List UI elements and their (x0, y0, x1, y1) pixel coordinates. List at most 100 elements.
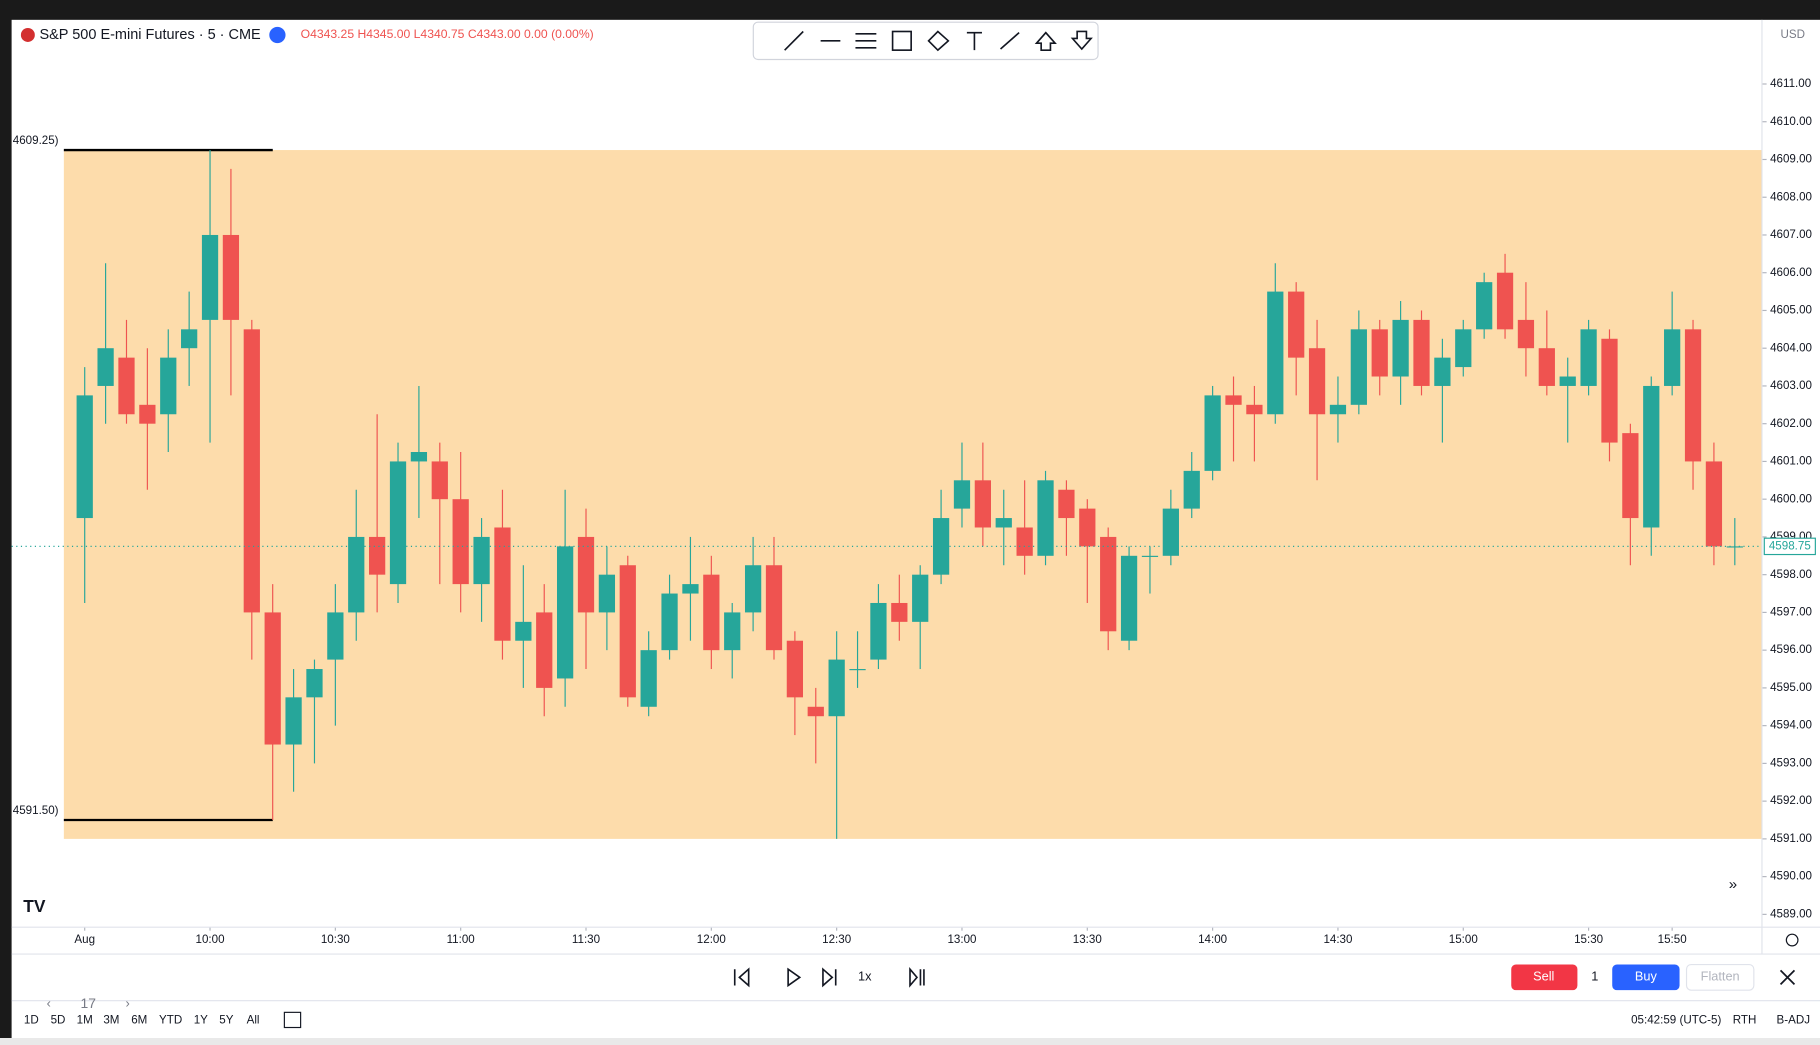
candle-body (1141, 555, 1159, 557)
candle-body (1434, 357, 1451, 386)
session[interactable]: RTH (1733, 1014, 1757, 1027)
candle-body (264, 612, 281, 745)
replay-controls[interactable] (733, 966, 925, 988)
scroll-button[interactable]: » (1729, 876, 1737, 893)
toolbar-icons (784, 30, 1093, 52)
x-tick-label: 12:00 (697, 933, 727, 946)
prev-page[interactable]: ‹ (47, 996, 51, 1011)
speed[interactable]: 1x (858, 969, 872, 984)
level-label: 4591.50) (13, 804, 59, 817)
candle-body (536, 612, 553, 688)
candle-body (1476, 282, 1493, 330)
candle-body (1079, 508, 1096, 547)
candle-body (1643, 385, 1660, 528)
range-button[interactable]: 1Y (194, 1014, 208, 1027)
replay-badge (269, 26, 286, 44)
candle-body (1392, 319, 1409, 377)
y-tick-label: 4603.00 (1770, 379, 1812, 392)
flatten-label[interactable]: Flatten (1701, 969, 1740, 984)
candle-body (724, 612, 741, 651)
candle-body (577, 536, 595, 613)
quantity[interactable]: 1 (1591, 969, 1598, 984)
plot: 4609.25) 4591.50) 4589.00 4590.00 4591.00 459… (11, 77, 1816, 946)
zone (63, 150, 1762, 839)
x-tick-label: 11:00 (447, 933, 476, 946)
last-price-tag (1763, 537, 1816, 556)
bottom-edge (0, 1038, 1820, 1045)
buy-label[interactable]: Buy (1635, 969, 1658, 984)
candle-body (1517, 319, 1535, 349)
range-button[interactable]: All (247, 1014, 260, 1027)
page-number[interactable]: 17 (80, 995, 96, 1011)
sell-label[interactable]: Sell (1533, 969, 1554, 984)
x-tick-label: 15:50 (1658, 933, 1688, 946)
candle-body (181, 329, 198, 349)
candle-body (1288, 291, 1305, 358)
range-button[interactable]: 6M (131, 1014, 147, 1027)
candle-body (912, 574, 929, 622)
candle-body (1684, 329, 1702, 462)
candle-body (619, 565, 636, 698)
candle-body (1664, 329, 1681, 386)
range-button[interactable]: 3M (103, 1014, 119, 1027)
candle-body (995, 518, 1012, 528)
candle-body (661, 593, 678, 651)
x-tick-label: 15:00 (1449, 933, 1479, 946)
candle-body (1204, 395, 1221, 471)
candle-body (327, 612, 344, 660)
candle-body (1183, 470, 1200, 509)
candle-body (1016, 527, 1033, 556)
candle-body (744, 565, 762, 613)
candle-body (1580, 329, 1597, 386)
sell-button[interactable] (1511, 964, 1578, 991)
clock: 05:42:59 (UTC-5) (1631, 1014, 1721, 1027)
y-tick-label: 4590.00 (1770, 870, 1812, 883)
candle-body (494, 527, 511, 641)
candle-body (389, 461, 407, 585)
y-tick-label: 4593.00 (1770, 756, 1812, 769)
y-tick-label: 4597.00 (1770, 605, 1812, 618)
candle-body (828, 659, 845, 717)
range-button[interactable]: 1M (77, 1014, 93, 1027)
y-tick-label: 4609.00 (1770, 153, 1812, 166)
candle-body (1267, 291, 1284, 415)
candle-body (285, 697, 302, 745)
candle-body (1455, 329, 1472, 368)
drawing-toolbar[interactable] (752, 21, 1099, 61)
range-button[interactable]: 1D (24, 1014, 39, 1027)
candle-body (243, 329, 260, 613)
logo: TV (23, 896, 46, 916)
candle-body (348, 536, 365, 613)
close-icon[interactable] (1779, 969, 1796, 985)
range-button[interactable]: 5D (51, 1014, 66, 1027)
range-button[interactable]: YTD (159, 1014, 182, 1027)
candle-body (1329, 404, 1347, 415)
candle-body (974, 480, 991, 528)
calendar-icon[interactable] (283, 1011, 302, 1029)
candle-body (849, 669, 866, 671)
buy-button[interactable] (1612, 964, 1680, 991)
settings-icon[interactable] (1785, 933, 1799, 947)
y-tick-label: 4611.00 (1770, 77, 1812, 90)
x-tick-label: 14:30 (1323, 933, 1353, 946)
y-tick-label: 4595.00 (1770, 681, 1812, 694)
candle-body (1037, 480, 1054, 556)
y-tick-label: 4606.00 (1770, 266, 1812, 279)
candle-body (160, 357, 177, 415)
x-tick-label: 15:30 (1574, 933, 1604, 946)
candle-body (1308, 348, 1326, 415)
candle-body (473, 536, 490, 585)
flatten-button[interactable] (1685, 963, 1755, 991)
adjustment[interactable]: B-ADJ (1777, 1014, 1811, 1027)
range-button[interactable]: 5Y (219, 1014, 233, 1027)
next-page[interactable]: › (126, 996, 130, 1011)
candle-body (1496, 272, 1514, 330)
candle-body (1100, 536, 1117, 632)
candle-body (201, 234, 219, 320)
y-tick-label: 4602.00 (1770, 417, 1812, 430)
y-tick-label: 4592.00 (1770, 794, 1812, 807)
candle-body (1058, 489, 1075, 519)
candle-body (97, 348, 114, 386)
ohlc-values: O4343.25 H4345.00 L4340.75 C4343.00 0.00… (301, 27, 594, 41)
candle-body (118, 357, 135, 415)
